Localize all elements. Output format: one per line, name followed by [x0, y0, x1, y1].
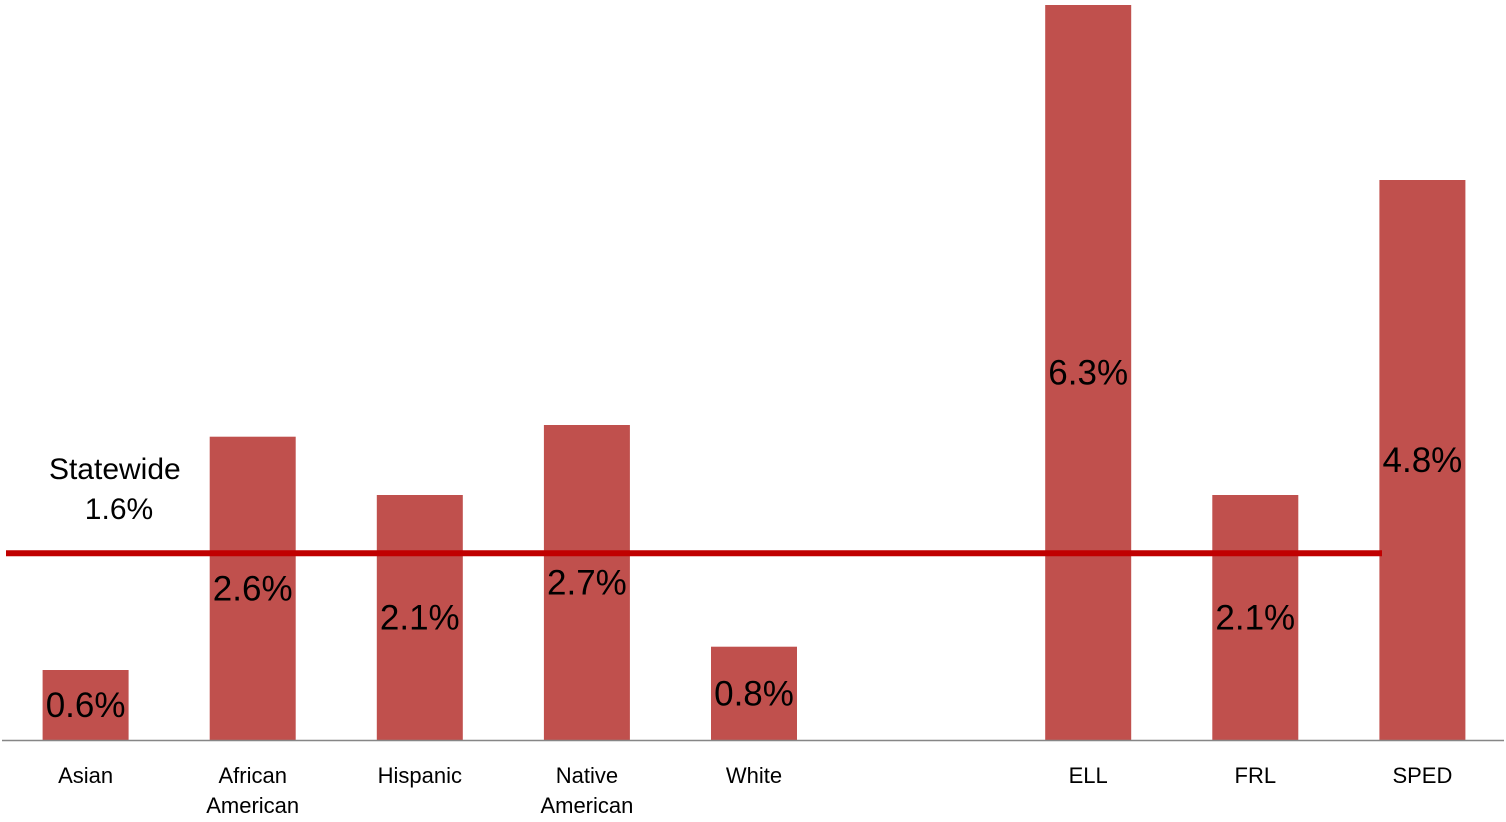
category-labels-group: Asian African American Hispanic Native Americ…	[58, 763, 1452, 818]
category-label-line: Asian	[58, 763, 113, 788]
bar	[1379, 180, 1466, 740]
bar	[543, 425, 630, 740]
bar-value-label: 2.7%	[547, 564, 627, 603]
category-label-line: FRL	[1235, 763, 1277, 788]
bar-value-label: 4.8%	[1383, 441, 1463, 480]
bar	[209, 436, 296, 740]
bar-value-label: 0.8%	[714, 674, 794, 713]
statewide-value-line: 1.6%	[85, 493, 153, 526]
category-label: Native American	[540, 763, 633, 818]
statewide-label-line: Statewide	[49, 453, 181, 486]
category-label: SPED	[1392, 763, 1452, 788]
category-label: African American	[206, 763, 299, 818]
bar	[376, 495, 463, 740]
bar-value-label: 2.1%	[1215, 599, 1295, 638]
category-label-line: Native	[556, 763, 618, 788]
bar	[1212, 495, 1299, 740]
bar	[1045, 5, 1132, 740]
category-label: Asian	[58, 763, 113, 788]
category-label-line: African	[218, 763, 286, 788]
category-label: FRL	[1235, 763, 1277, 788]
bar	[711, 646, 797, 740]
category-label: ELL	[1069, 763, 1108, 788]
category-label-line: American	[206, 793, 299, 818]
category-label-line: Hispanic	[378, 763, 462, 788]
bar-value-label: 2.1%	[380, 599, 460, 638]
statewide-label: Statewide 1.6%	[49, 453, 189, 526]
category-label: White	[726, 763, 782, 788]
bar-value-label: 2.6%	[213, 569, 293, 608]
category-label-line: American	[540, 793, 633, 818]
category-label-line: ELL	[1069, 763, 1108, 788]
bars-group	[42, 5, 1466, 740]
category-label: Hispanic	[378, 763, 462, 788]
category-label-line: White	[726, 763, 782, 788]
bar-value-label: 0.6%	[46, 686, 126, 725]
bar-labels-group: 0.6% 2.6% 2.1% 2.7% 0.8% 6.3% 2.1% 4.8%	[46, 354, 1463, 726]
bar-value-label: 6.3%	[1048, 354, 1128, 393]
bar	[42, 670, 129, 740]
category-label-line: SPED	[1392, 763, 1452, 788]
